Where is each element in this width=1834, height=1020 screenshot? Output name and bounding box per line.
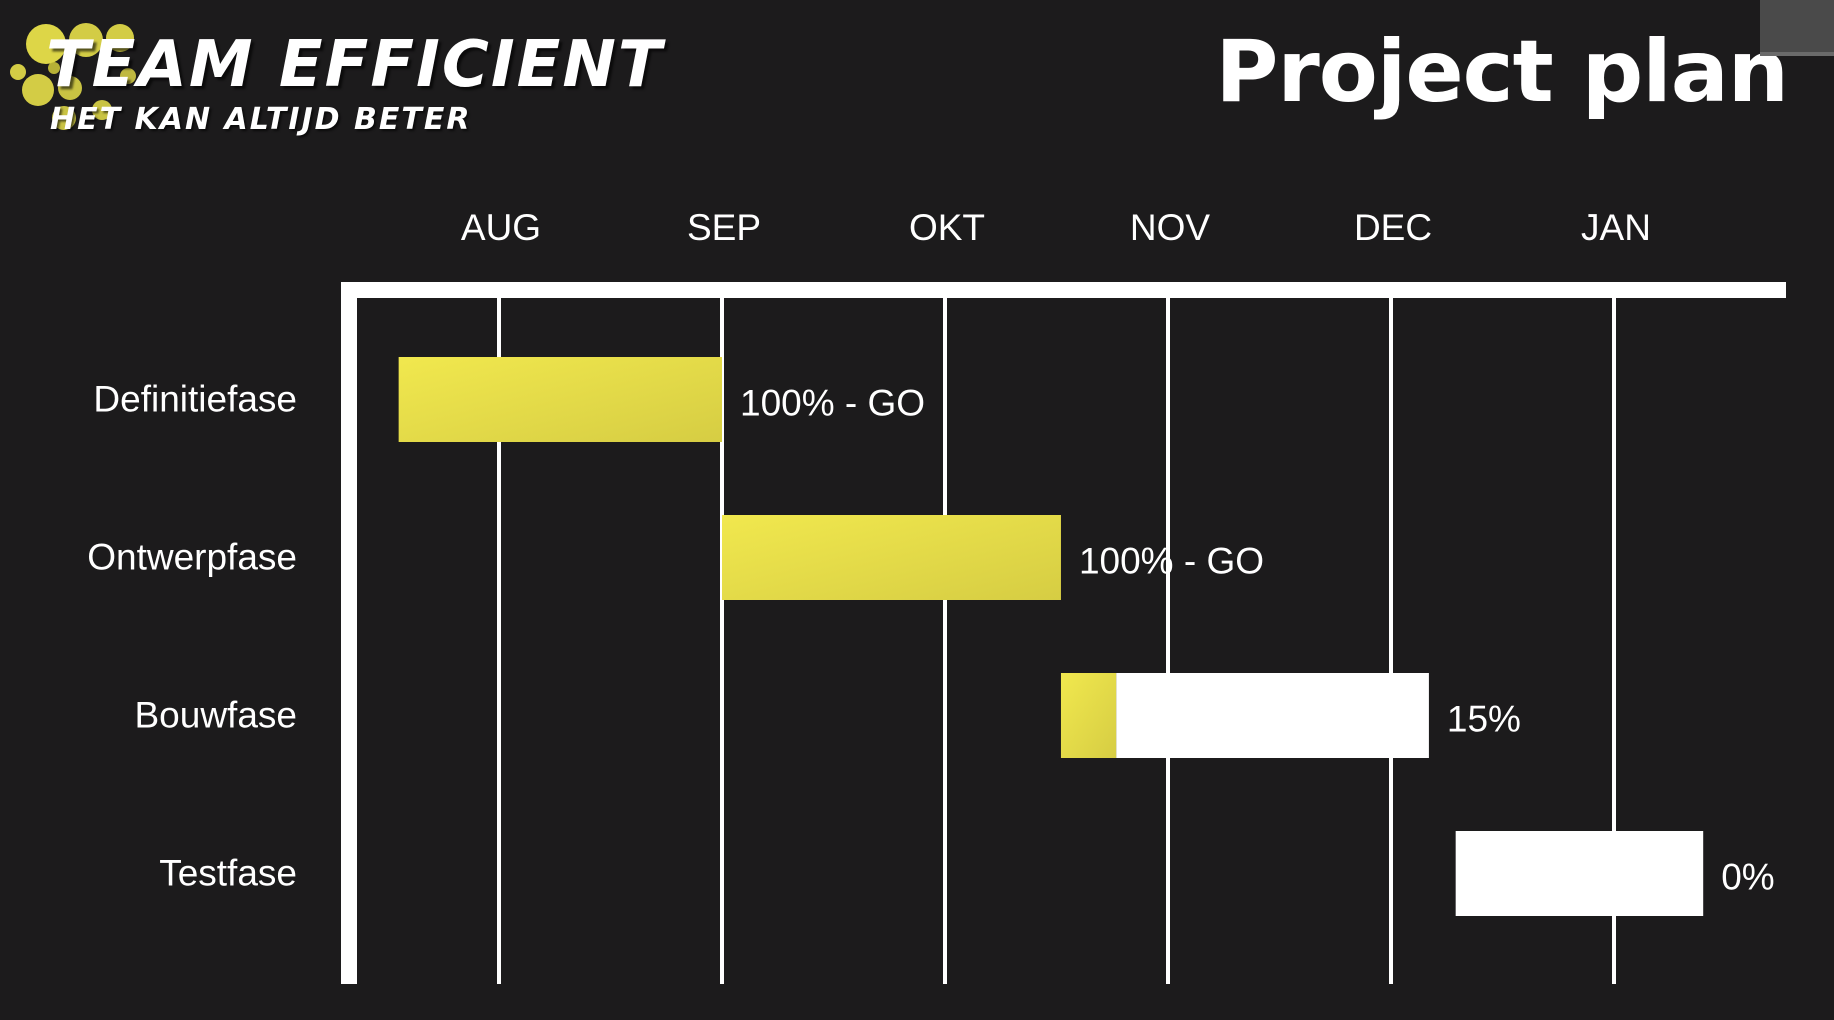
task-name-label: Bouwfase xyxy=(135,694,298,735)
gridline-sep xyxy=(720,290,724,984)
month-tick-label: SEP xyxy=(687,207,761,248)
task-progress-label: 0% xyxy=(1721,856,1774,897)
gridline-okt xyxy=(943,290,947,984)
task-bar-progress xyxy=(722,515,1061,600)
x-axis-top-line xyxy=(341,282,1786,298)
gridline-dec xyxy=(1389,290,1393,984)
brand-title: TEAM EFFICIENT xyxy=(46,28,664,102)
y-axis-line xyxy=(341,282,357,984)
task-bar-remaining xyxy=(1116,673,1429,758)
task-bar-progress xyxy=(1060,673,1117,758)
month-tick-label: DEC xyxy=(1354,207,1432,248)
task-progress-label: 15% xyxy=(1447,698,1521,739)
month-tick-label: NOV xyxy=(1130,207,1211,248)
task-progress-label: 100% - GO xyxy=(1079,540,1264,581)
task-bar-remaining xyxy=(1455,831,1704,916)
logo-dots-icon xyxy=(10,23,136,130)
brand-subtitle: HET KAN ALTIJD BETER xyxy=(50,102,472,137)
task-name-label: Ontwerpfase xyxy=(87,536,297,577)
page-title: Project plan xyxy=(1215,22,1789,122)
month-tick-label: AUG xyxy=(461,207,541,248)
gridline-jan xyxy=(1612,290,1616,984)
gridline-nov xyxy=(1166,290,1170,984)
brand-logo: TEAM EFFICIENT HET KAN ALTIJD BETER xyxy=(8,14,662,144)
month-tick-label: OKT xyxy=(909,207,985,248)
task-name-label: Testfase xyxy=(159,852,297,893)
gridline-aug xyxy=(497,290,501,984)
window-corner-control[interactable] xyxy=(1760,0,1834,56)
month-tick-label: JAN xyxy=(1581,207,1651,248)
task-bar-progress xyxy=(398,357,722,442)
task-name-label: Definitiefase xyxy=(93,378,297,419)
task-progress-label: 100% - GO xyxy=(740,382,925,423)
